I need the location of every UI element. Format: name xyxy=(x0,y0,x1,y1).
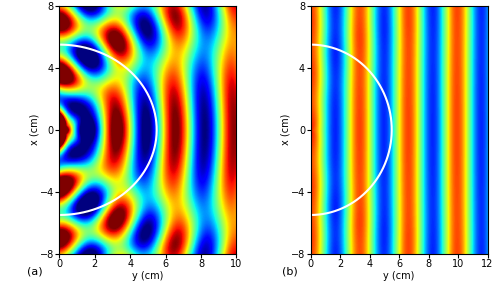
X-axis label: y (cm): y (cm) xyxy=(384,271,415,281)
Text: (a): (a) xyxy=(27,266,43,276)
X-axis label: y (cm): y (cm) xyxy=(132,271,163,281)
Y-axis label: x (cm): x (cm) xyxy=(281,114,291,145)
Text: (b): (b) xyxy=(282,266,297,276)
Y-axis label: x (cm): x (cm) xyxy=(30,114,40,145)
